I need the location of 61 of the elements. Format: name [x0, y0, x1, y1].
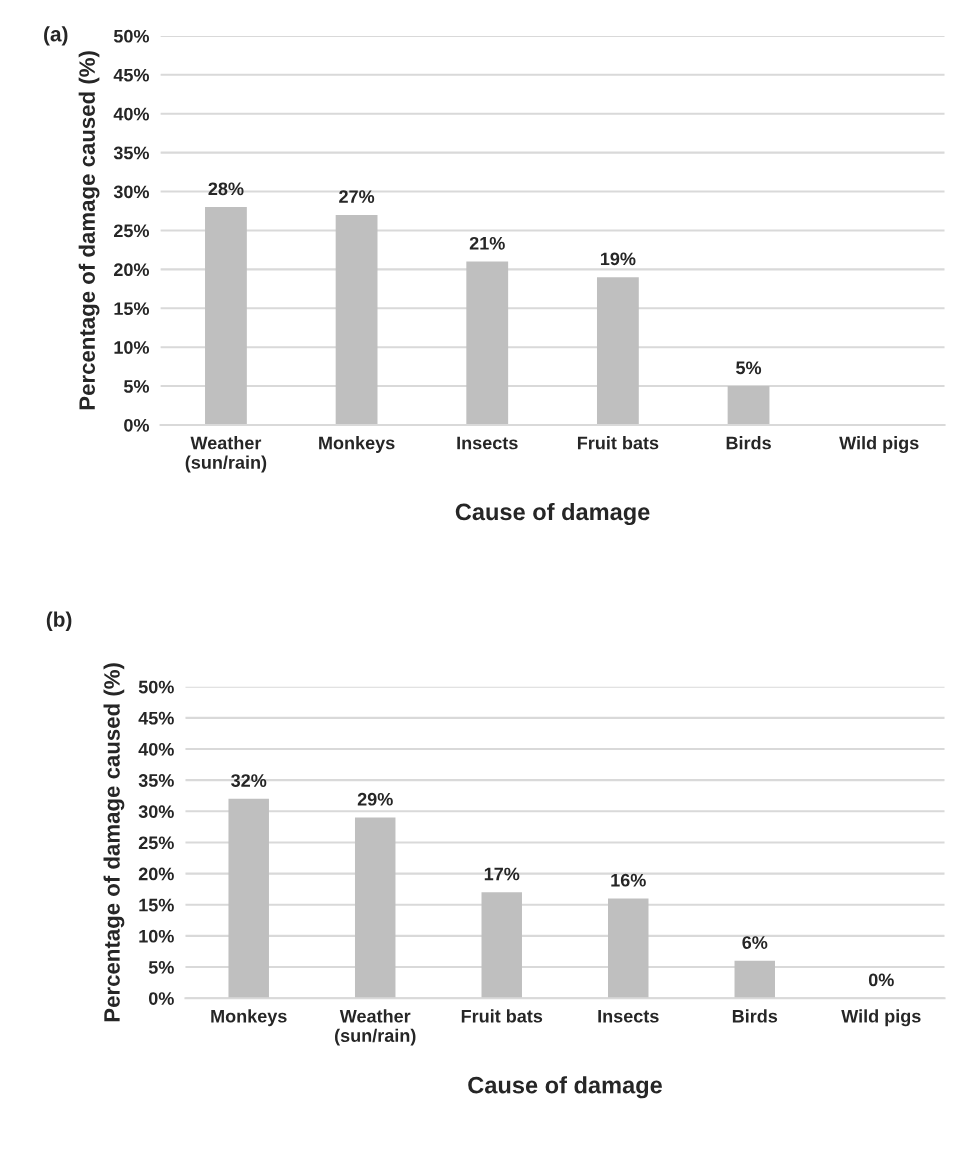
y-tick-label: 50% — [138, 680, 174, 694]
chart-title: (a) — [44, 26, 68, 46]
y-tick-label: 30% — [138, 805, 174, 819]
y-axis-title: Percentage of damage caused (%) — [78, 51, 100, 410]
y-tick-label: 20% — [138, 867, 174, 881]
y-tick-label: 50% — [113, 29, 150, 43]
data-label: 21% — [469, 236, 505, 250]
x-tick-label: Birds — [732, 1009, 778, 1023]
y-tick-label: 35% — [138, 774, 174, 787]
y-tick-label: 10% — [114, 341, 150, 354]
y-tick-label: 10% — [139, 929, 174, 943]
data-label: 5% — [736, 361, 762, 375]
bar — [354, 817, 396, 999]
data-label: 29% — [357, 792, 393, 806]
bar — [481, 892, 522, 999]
y-tick-label: 40% — [113, 107, 150, 121]
y-tick-label: 15% — [114, 302, 150, 315]
y-tick-label: 25% — [113, 224, 150, 238]
data-label: 0% — [868, 973, 894, 987]
data-label: 6% — [742, 936, 768, 949]
y-tick-label: 45% — [113, 68, 150, 82]
y-axis-title: Percentage of damage caused (%) — [103, 663, 125, 1022]
y-tick-label: 40% — [138, 742, 174, 756]
data-label: 19% — [600, 252, 636, 266]
x-tick-label: Fruit bats — [461, 1009, 543, 1023]
y-tick-label: 5% — [123, 380, 150, 393]
y-tick-label: 30% — [113, 185, 150, 199]
y-tick-label: 45% — [138, 711, 174, 725]
x-tick-label: Monkeys — [211, 1009, 287, 1027]
y-tick-label: 35% — [113, 146, 150, 160]
bar — [205, 207, 247, 425]
y-tick-label: 15% — [139, 898, 174, 912]
data-label: 17% — [484, 867, 520, 881]
y-tick-label: 0% — [124, 418, 150, 432]
bar — [608, 898, 649, 999]
y-tick-label: 20% — [113, 263, 150, 277]
bar — [466, 261, 509, 425]
chart-title: (b) — [46, 611, 72, 631]
x-axis-title: Cause of damage — [468, 1076, 662, 1099]
x-tick-label: Birds — [726, 436, 771, 450]
bar — [727, 386, 770, 425]
x-tick-label: Wild pigs — [839, 436, 919, 454]
data-label: 28% — [208, 182, 244, 196]
x-tick-label: Wild pigs — [841, 1009, 921, 1027]
data-label: 16% — [611, 873, 646, 887]
x-axis-title: Cause of damage — [455, 502, 650, 526]
data-label: 32% — [231, 774, 267, 787]
bar — [596, 277, 639, 425]
x-tick-label: Weather (sun/rain) — [185, 436, 267, 473]
x-tick-label: Weather (sun/rain) — [335, 1009, 416, 1046]
x-tick-label: Insects — [457, 436, 518, 450]
x-tick-label: Insects — [598, 1009, 659, 1023]
y-tick-label: 25% — [138, 836, 174, 850]
x-tick-label: Monkeys — [319, 436, 395, 453]
y-tick-label: 5% — [148, 961, 174, 974]
bar — [228, 798, 269, 999]
x-tick-label: Fruit bats — [577, 436, 659, 450]
bar — [335, 214, 378, 425]
bar — [734, 960, 775, 999]
y-tick-label: 0% — [148, 992, 174, 1005]
data-label: 27% — [339, 190, 375, 203]
